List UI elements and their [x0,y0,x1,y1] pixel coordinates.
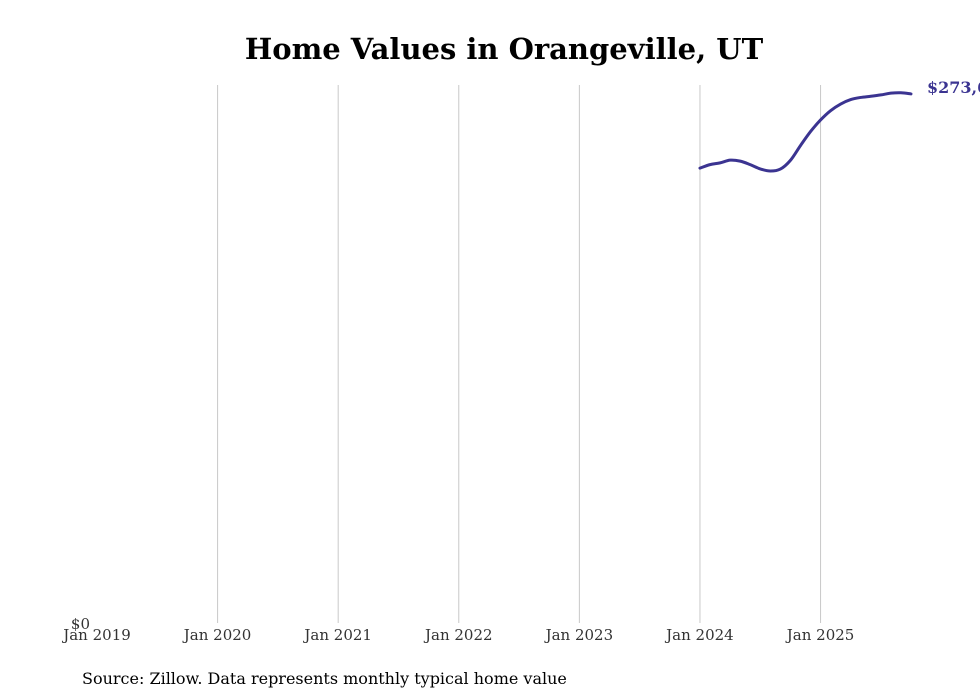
x-tick-label-2022: Jan 2022 [423,626,493,644]
x-tick-label-2021: Jan 2021 [302,626,372,644]
x-tick-label-2023: Jan 2023 [544,626,614,644]
end-value-label: $273,684 [927,78,980,97]
y-axis-tick-labels: $0 [71,615,90,633]
vertical-gridlines [217,85,822,623]
x-tick-label-2024: Jan 2024 [664,626,734,644]
source-note: Source: Zillow. Data represents monthly … [82,669,567,688]
x-axis-tick-labels: Jan 2019 Jan 2020 Jan 2021 Jan 2022 Jan 2023… [61,626,854,644]
chart-title: Home Values in Orangeville, UT [245,32,764,66]
x-tick-label-2025: Jan 2025 [785,626,855,644]
y-tick-label-0: $0 [71,615,90,633]
x-tick-label-2020: Jan 2020 [182,626,252,644]
series-line-0 [698,91,913,173]
series-lines [698,91,913,173]
x-tick-label-2019: Jan 2019 [61,626,131,644]
